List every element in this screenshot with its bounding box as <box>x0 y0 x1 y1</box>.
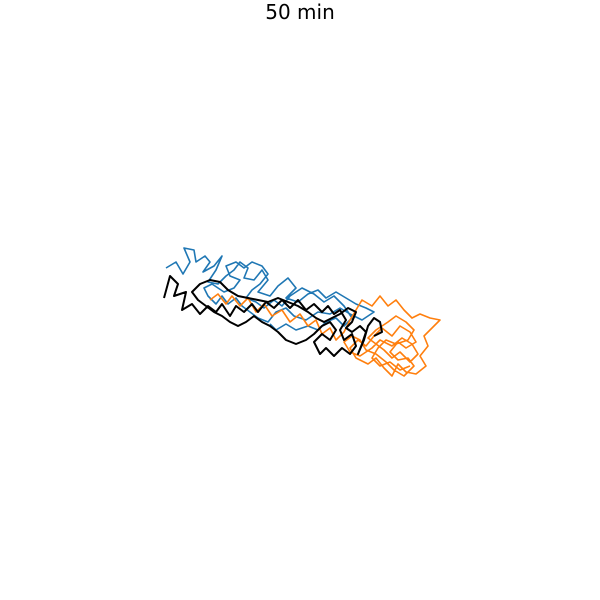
trajectory-line-3 <box>163 275 383 357</box>
chart-title: 50 min <box>265 0 335 24</box>
trajectory-line-2 <box>209 293 441 377</box>
trajectory-line-1 <box>165 247 375 331</box>
